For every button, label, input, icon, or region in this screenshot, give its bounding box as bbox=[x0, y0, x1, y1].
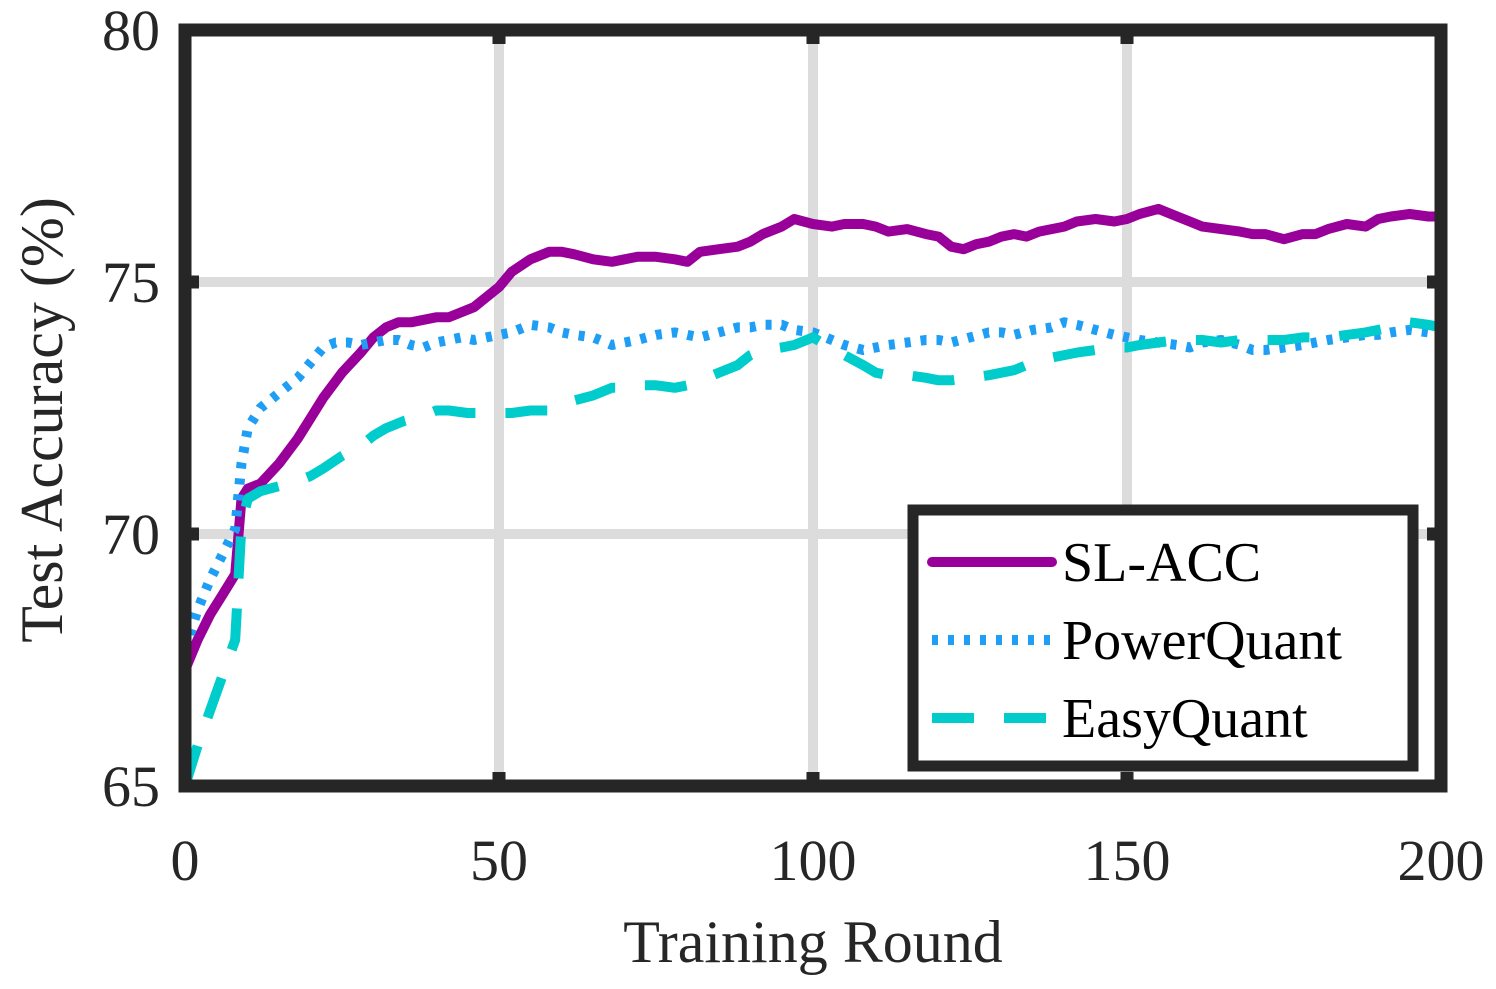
legend-label-sl-acc: SL-ACC bbox=[1062, 532, 1261, 594]
legend: SL-ACC PowerQuant EasyQuant bbox=[907, 504, 1419, 772]
x-tick-label-3: 150 bbox=[1084, 828, 1171, 893]
y-tick-label-3: 80 bbox=[102, 0, 160, 63]
x-tick-label-1: 50 bbox=[470, 828, 528, 893]
legend-items: SL-ACC PowerQuant EasyQuant bbox=[927, 532, 1342, 750]
y-tick-labels: 65 70 75 80 bbox=[102, 0, 160, 819]
y-tick-label-2: 75 bbox=[102, 250, 160, 315]
legend-label-powerquant: PowerQuant bbox=[1062, 610, 1342, 672]
x-tick-label-2: 100 bbox=[770, 828, 857, 893]
x-tick-labels: 0 50 100 150 200 bbox=[171, 828, 1485, 893]
data-series bbox=[180, 203, 1446, 788]
series-line-sl-acc bbox=[180, 203, 1446, 676]
y-tick-label-0: 65 bbox=[102, 754, 160, 819]
x-tick-label-4: 200 bbox=[1398, 828, 1485, 893]
y-axis-title: Test Accuracy (%) bbox=[9, 197, 75, 643]
y-tick-label-1: 70 bbox=[102, 502, 160, 567]
tick-marks bbox=[185, 30, 1441, 786]
x-axis-title: Training Round bbox=[623, 909, 1003, 975]
series-line-easyquant bbox=[180, 317, 1443, 788]
legend-label-easyquant: EasyQuant bbox=[1062, 688, 1308, 750]
x-tick-label-0: 0 bbox=[171, 828, 200, 893]
